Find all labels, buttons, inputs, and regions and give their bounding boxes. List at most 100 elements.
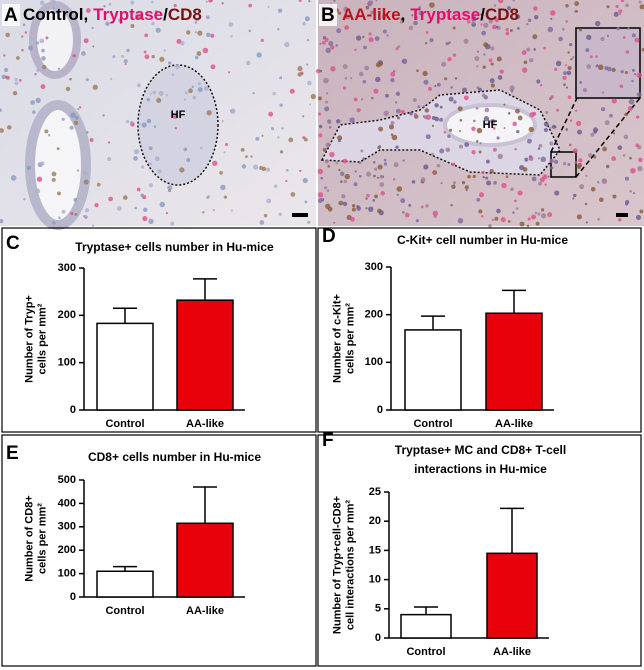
cell [184,91,188,95]
panel-letter: F [322,430,334,451]
cell [395,108,401,114]
cell [570,58,573,61]
cell [432,210,439,217]
cell [510,187,514,191]
cell [270,127,275,131]
cell [78,105,82,109]
cell [438,117,444,122]
cell [423,79,429,85]
cell [338,168,341,172]
cell [534,211,538,215]
cell [635,214,642,220]
cell [0,219,4,224]
cell [308,0,311,3]
cell [635,143,640,148]
cell [527,217,531,221]
cell [167,185,173,191]
cell [526,224,530,228]
y-tick-label: 15 [369,544,381,556]
cell [549,96,553,100]
cell [14,81,19,86]
cell [625,3,629,8]
cell [248,29,252,33]
cell [563,83,566,87]
cell [360,149,364,153]
cell [39,38,45,44]
cell [434,84,437,87]
cell [481,30,486,36]
cell [464,142,470,147]
cell [452,26,456,30]
cell [637,166,643,172]
cell [627,27,630,30]
cell [108,2,112,6]
cell [370,10,374,15]
cell [439,148,445,154]
cell [373,174,376,178]
cell [490,83,495,88]
cell [40,84,46,90]
cell [423,164,429,170]
cell [533,6,538,11]
cell [117,206,122,211]
cell [467,174,471,179]
cell [547,26,554,33]
cell [23,197,26,201]
cell [21,35,24,38]
cell [496,208,501,214]
y-tick-label: 100 [58,357,76,369]
cell [485,159,490,164]
cell [483,53,486,56]
cell [277,8,283,13]
cell [582,88,588,93]
cell [400,198,406,204]
cell [429,38,434,43]
cell [362,157,366,161]
cell [30,100,35,105]
cell [212,208,216,212]
histology-image-a [0,0,317,230]
panel-title: AA-like, Tryptase/CD8 [342,5,519,24]
cell [413,20,418,26]
y-tick-label: 200 [58,544,76,556]
cell [272,91,276,96]
y-tick-label: 0 [377,404,383,416]
cell [318,133,323,138]
cell [245,155,248,158]
cell [380,191,385,196]
panel-title: Control, Tryptase/CD8 [23,5,202,24]
cell [219,170,223,175]
cell [571,56,575,59]
cell [35,97,41,104]
cell [22,23,26,27]
cell [585,48,590,53]
cell [431,152,434,156]
cell [123,195,128,200]
cell [461,180,466,185]
cell [550,17,553,20]
cell [0,108,2,112]
cell [606,66,612,72]
cell [73,197,78,202]
cell [317,96,322,101]
cell [618,9,623,14]
cell [554,67,558,71]
cell [96,182,101,187]
cell [551,124,556,129]
cell [349,117,355,123]
cell [124,63,127,66]
cell [414,16,419,21]
cell [481,170,485,174]
cell [197,30,203,36]
cell [590,132,595,137]
cell [36,176,43,182]
cell [476,197,481,202]
cell [194,55,199,60]
cell [326,189,330,193]
cell [436,82,441,87]
cell [130,0,135,5]
cell [94,203,99,208]
cell [307,220,311,224]
cell [595,65,598,68]
